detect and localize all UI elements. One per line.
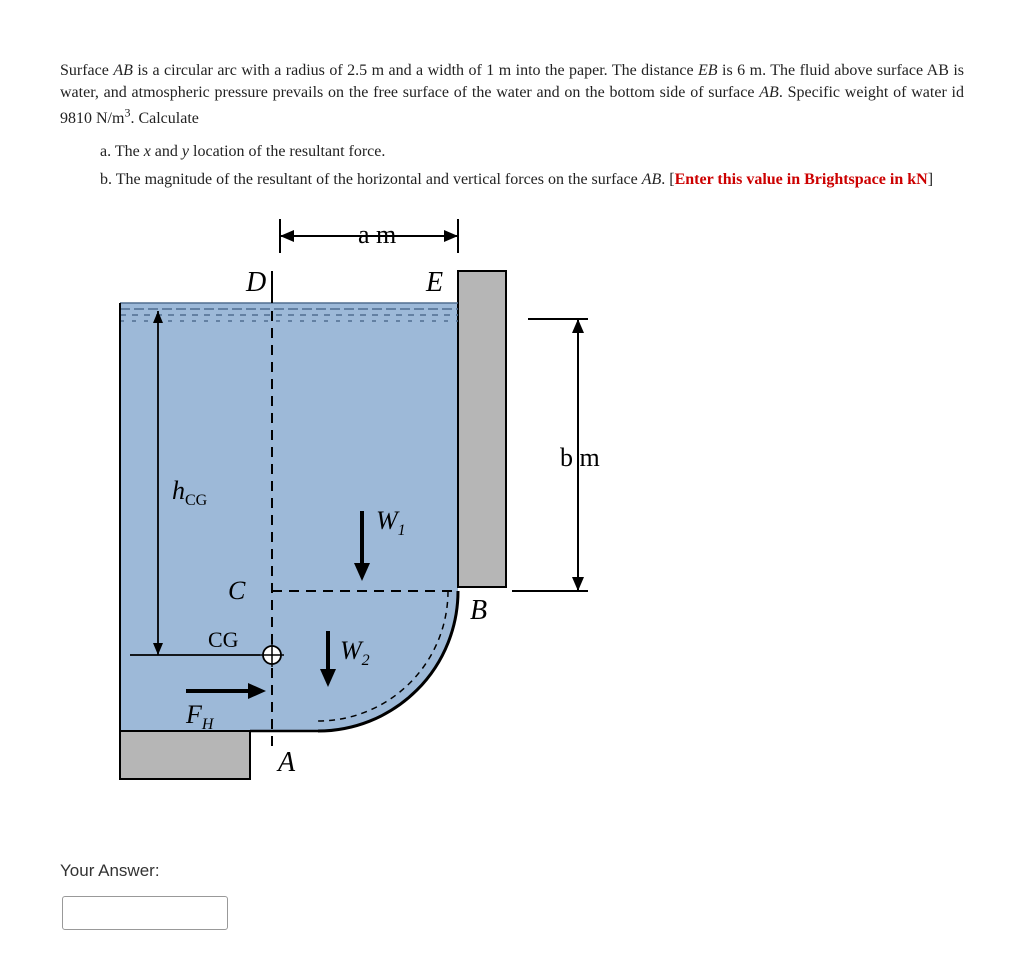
wall-right — [458, 271, 506, 587]
water-rect — [120, 303, 458, 731]
intro-line-1: Surface AB is a circular arc with a radi… — [60, 62, 770, 79]
label-c: C — [228, 576, 246, 605]
problem-parts: a. The x and y location of the resultant… — [100, 141, 964, 192]
part-b: b. The magnitude of the resultant of the… — [100, 169, 964, 191]
problem-text: Surface AB is a circular arc with a radi… — [60, 60, 964, 131]
label-a: A — [276, 747, 296, 778]
answer-label: Your Answer: — [60, 859, 964, 883]
label-cg: CG — [208, 627, 239, 652]
label-e: E — [425, 267, 443, 298]
dim-top-arrow-l — [280, 230, 294, 242]
dim-right-arrow-b — [572, 577, 584, 591]
figure-svg: a m b m D E B A C hCG CG FH W1 W2 — [100, 211, 640, 821]
answer-input[interactable] — [62, 896, 228, 930]
part-a: a. The x and y location of the resultant… — [100, 141, 964, 163]
label-b: B — [470, 595, 487, 626]
dim-right-arrow-t — [572, 319, 584, 333]
dim-top-label: a m — [358, 220, 396, 249]
wall-bottom — [120, 731, 250, 779]
label-d: D — [245, 267, 266, 298]
figure: a m b m D E B A C hCG CG FH W1 W2 — [100, 211, 964, 828]
dim-right-label: b m — [560, 443, 600, 472]
dim-top-arrow-r — [444, 230, 458, 242]
